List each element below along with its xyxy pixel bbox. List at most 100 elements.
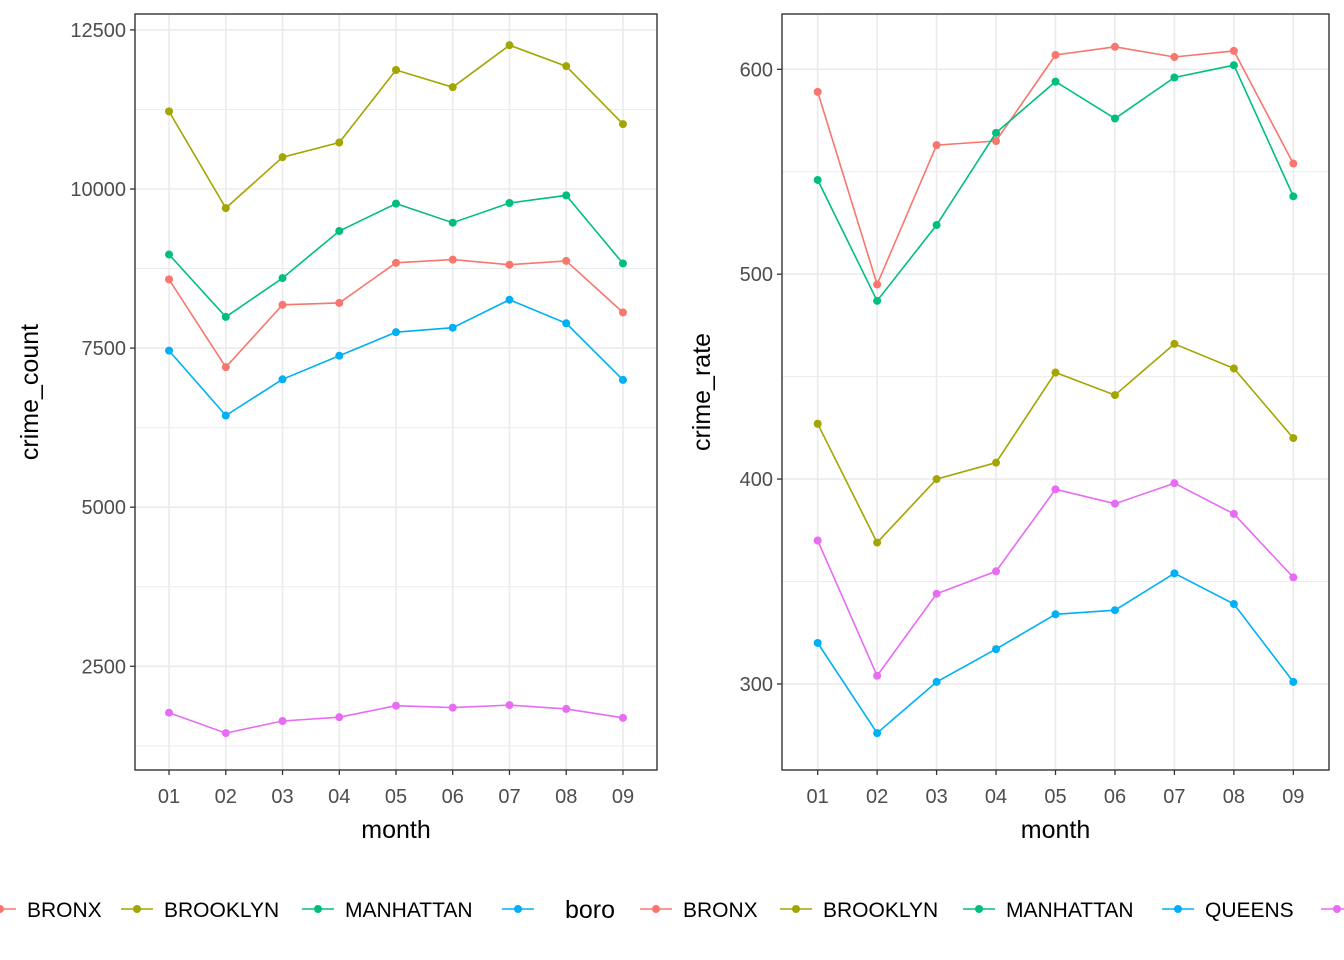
data-point-bronx: [221, 363, 230, 372]
data-point-brooklyn: [813, 419, 822, 428]
data-point-bronx: [562, 256, 571, 265]
data-point-queens: [221, 411, 230, 420]
legend-key-bronx: [0, 905, 16, 913]
data-point-manhattan: [392, 199, 400, 208]
data-point-brooklyn: [505, 41, 514, 50]
x-tick-label: 02: [215, 786, 237, 808]
data-point-manhattan: [932, 221, 941, 230]
legend-key-staten-island: [1321, 905, 1344, 913]
data-point-bronx: [165, 275, 174, 284]
data-point-manhattan: [562, 191, 571, 200]
x-tick-label: 06: [442, 786, 464, 808]
data-point-bronx: [1170, 53, 1179, 62]
data-point-staten-island: [278, 717, 287, 725]
data-point-manhattan: [1289, 192, 1298, 201]
legend-key-point: [975, 905, 983, 913]
data-point-brooklyn: [1289, 434, 1298, 443]
data-point-manhattan: [165, 250, 174, 259]
data-point-brooklyn: [562, 62, 571, 71]
data-point-brooklyn: [278, 153, 287, 162]
legend-key-bronx: [640, 905, 672, 913]
data-point-bronx: [618, 308, 627, 317]
y-tick-label: 600: [740, 59, 773, 81]
data-point-staten-island: [813, 536, 822, 545]
legend-label: MANHATTAN: [1006, 899, 1134, 922]
y-axis-title: crime_count: [16, 324, 44, 460]
legend-key-queens: [1162, 905, 1194, 913]
data-point-staten-island: [505, 701, 514, 710]
data-point-staten-island: [932, 589, 941, 598]
data-point-manhattan: [618, 259, 627, 268]
legend-label: MANHATTAN: [345, 899, 473, 922]
y-tick-label: 5000: [82, 497, 127, 519]
legend-key-point: [1333, 905, 1341, 913]
data-point-bronx: [932, 141, 941, 150]
x-tick-label: 08: [555, 786, 577, 808]
x-axis-title: month: [1021, 816, 1090, 844]
legend-key-manhattan: [963, 905, 995, 913]
data-point-queens: [1110, 606, 1119, 615]
legend-key-queens: [502, 905, 534, 913]
data-point-bronx: [448, 255, 457, 264]
legend: BRONX BROOKLYN MANHATTAN boro BRONX BROOKLYN M…: [0, 896, 1344, 924]
data-point-bronx: [1110, 42, 1119, 51]
legend-label: QUEENS: [1205, 899, 1294, 922]
legend-key-manhattan: [302, 905, 334, 913]
x-tick-label: 03: [925, 786, 947, 808]
data-point-staten-island: [392, 701, 400, 710]
data-point-queens: [873, 729, 882, 738]
x-tick-label: 09: [612, 786, 634, 808]
x-tick-label: 01: [158, 786, 180, 808]
data-point-queens: [618, 375, 627, 384]
data-point-staten-island: [221, 729, 230, 738]
data-point-manhattan: [448, 218, 457, 227]
x-tick-label: 09: [1282, 786, 1304, 808]
legend-key-point: [652, 905, 660, 913]
data-point-manhattan: [1170, 73, 1179, 82]
y-axis-title: crime_rate: [688, 333, 716, 451]
data-point-queens: [1051, 610, 1060, 619]
legend-label: BRONX: [27, 899, 102, 922]
y-tick-label: 500: [740, 264, 773, 286]
data-point-staten-island: [992, 567, 1001, 576]
x-tick-label: 06: [1104, 786, 1126, 808]
x-tick-label: 02: [866, 786, 888, 808]
legend-key-point: [133, 905, 141, 913]
x-tick-label: 01: [807, 786, 829, 808]
data-point-manhattan: [992, 128, 1001, 137]
data-point-queens: [1229, 600, 1238, 609]
x-tick-label: 05: [1044, 786, 1066, 808]
data-point-brooklyn: [992, 458, 1001, 467]
data-point-manhattan: [1229, 61, 1238, 70]
data-point-queens: [505, 295, 514, 304]
data-point-staten-island: [448, 703, 457, 712]
data-point-brooklyn: [873, 538, 882, 547]
y-tick-label: 300: [740, 674, 773, 696]
y-tick-label: 10000: [70, 179, 126, 201]
data-point-queens: [448, 323, 457, 332]
data-point-staten-island: [873, 671, 882, 680]
x-tick-label: 04: [985, 786, 1007, 808]
data-point-staten-island: [1289, 573, 1298, 582]
y-tick-label: 400: [740, 469, 773, 491]
data-point-manhattan: [1051, 77, 1060, 86]
data-point-bronx: [278, 300, 287, 309]
legend-key-point: [1174, 905, 1182, 913]
x-tick-label: 08: [1223, 786, 1245, 808]
data-point-bronx: [992, 137, 1001, 146]
data-point-bronx: [1051, 50, 1060, 59]
data-point-queens: [392, 328, 400, 337]
y-tick-label: 7500: [82, 338, 127, 360]
data-point-queens: [813, 638, 822, 647]
data-point-brooklyn: [392, 66, 400, 74]
x-tick-label: 07: [1163, 786, 1185, 808]
legend-label: BROOKLYN: [823, 899, 938, 922]
data-point-brooklyn: [618, 120, 627, 129]
data-point-brooklyn: [932, 475, 941, 484]
data-point-brooklyn: [448, 83, 457, 92]
data-point-staten-island: [562, 704, 571, 713]
x-tick-label: 07: [498, 786, 520, 808]
data-point-brooklyn: [1110, 391, 1119, 400]
data-point-manhattan: [1110, 114, 1119, 123]
data-point-brooklyn: [335, 138, 344, 147]
